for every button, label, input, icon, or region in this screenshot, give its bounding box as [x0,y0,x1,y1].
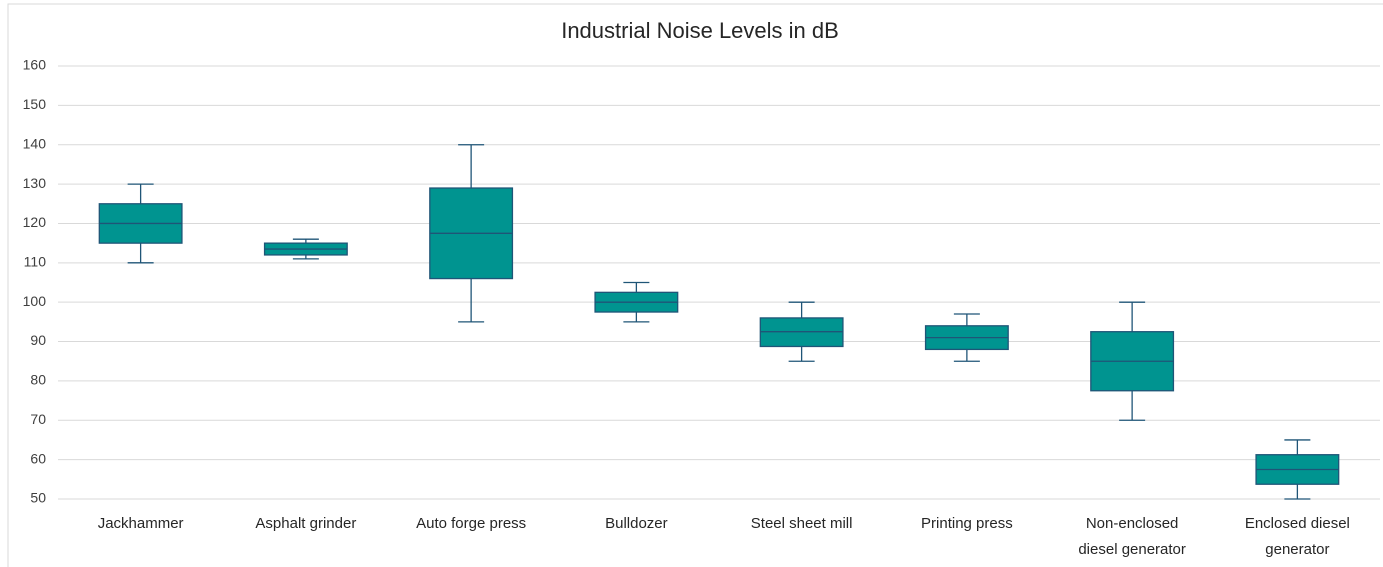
y-tick-label: 110 [24,254,47,270]
y-tick-label: 120 [23,214,47,230]
y-tick-label: 160 [23,57,47,73]
y-tick-label: 70 [30,411,46,427]
x-tick-label: Enclosed diesel generator [1244,515,1350,558]
chart-title: Industrial Noise Levels in dB [561,18,839,43]
x-tick-label: Printing press [921,515,1013,532]
chart-frame [7,3,1383,567]
y-tick-label: 150 [23,96,47,112]
x-tick-label: Asphalt grinder [255,515,357,532]
y-tick-label: 100 [23,293,47,309]
x-tick-label: Auto forge press [416,515,527,532]
y-tick-label: 80 [30,372,46,388]
x-tick-label: Steel sheet mill [750,515,853,532]
y-tick-label: 130 [23,175,47,191]
y-tick-label: 140 [23,135,47,151]
x-tick-label: Jackhammer [97,515,184,532]
y-tick-label: 50 [30,490,46,506]
x-tick-label: Bulldozer [605,515,668,532]
x-tick-label: Non-enclosed diesel generator [1078,515,1186,558]
y-tick-label: 60 [30,450,46,466]
y-tick-label: 90 [30,332,46,348]
